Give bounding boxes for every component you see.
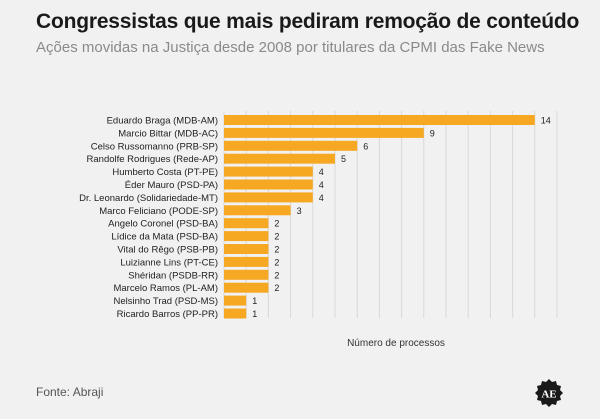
bar — [224, 231, 269, 242]
value-label: 4 — [319, 167, 324, 177]
category-label: Randolfe Rodrigues (Rede-AP) — [87, 154, 218, 165]
value-label: 2 — [274, 219, 279, 229]
value-label: 6 — [363, 141, 368, 151]
value-label: 2 — [274, 257, 279, 267]
value-label: 2 — [274, 245, 279, 255]
bar — [224, 308, 247, 319]
value-label: 5 — [341, 154, 346, 164]
x-axis-label: Número de processos — [347, 338, 445, 349]
value-label: 2 — [274, 232, 279, 242]
bar — [224, 218, 269, 229]
category-label: Lídice da Mata (PSD-BA) — [111, 232, 218, 243]
bar — [224, 269, 269, 280]
logo-badge — [535, 379, 563, 407]
category-label: Celso Russomanno (PRB-SP) — [91, 141, 218, 152]
category-label: Shéridan (PSDB-RR) — [128, 270, 218, 281]
bar — [224, 166, 313, 177]
bar — [224, 244, 269, 254]
bar — [224, 256, 269, 267]
category-label: Eduardo Braga (MDB-AM) — [107, 116, 218, 127]
value-label: 9 — [430, 128, 435, 138]
category-label: Ricardo Barros (PP-PR) — [117, 309, 218, 320]
bar — [224, 282, 269, 293]
category-label: Angelo Coronel (PSD-BA) — [108, 219, 218, 230]
value-label: 4 — [319, 180, 324, 190]
value-label: 14 — [541, 116, 551, 126]
bar — [224, 127, 424, 138]
category-label: Luizianne Lins (PT-CE) — [120, 257, 218, 268]
category-label: Vital do Rêgo (PSB-PB) — [117, 245, 218, 256]
bar — [224, 192, 313, 203]
category-label: Marco Feliciano (PODE-SP) — [99, 206, 218, 217]
chart-subtitle: Ações movidas na Justiça desde 2008 por … — [36, 39, 545, 56]
value-label: 2 — [274, 270, 279, 280]
category-label: Nelsinho Trad (PSD-MS) — [113, 296, 218, 307]
value-label: 1 — [252, 309, 257, 319]
estadao-logo: AE — [535, 379, 563, 407]
logo-text: AE — [541, 389, 556, 401]
value-label: 1 — [252, 296, 257, 306]
category-label: Dr. Leonardo (Solidariedade-MT) — [79, 193, 218, 204]
bar — [224, 140, 358, 151]
category-label: Marcio Bittar (MDB-AC) — [118, 128, 218, 139]
bar — [224, 115, 535, 125]
chart-title: Congressistas que mais pediram remoção d… — [36, 10, 580, 33]
bar — [224, 295, 247, 306]
value-label: 2 — [274, 283, 279, 293]
bar — [224, 153, 335, 164]
value-label: 4 — [319, 193, 324, 203]
category-label: Humberto Costa (PT-PE) — [112, 167, 218, 178]
bar — [224, 179, 313, 190]
source-note: Fonte: Abraji — [36, 385, 104, 399]
value-label: 3 — [297, 206, 302, 216]
bar — [224, 205, 291, 216]
category-label: Marcelo Ramos (PL-AM) — [113, 283, 218, 294]
category-label: Éder Mauro (PSD-PA) — [125, 180, 218, 191]
